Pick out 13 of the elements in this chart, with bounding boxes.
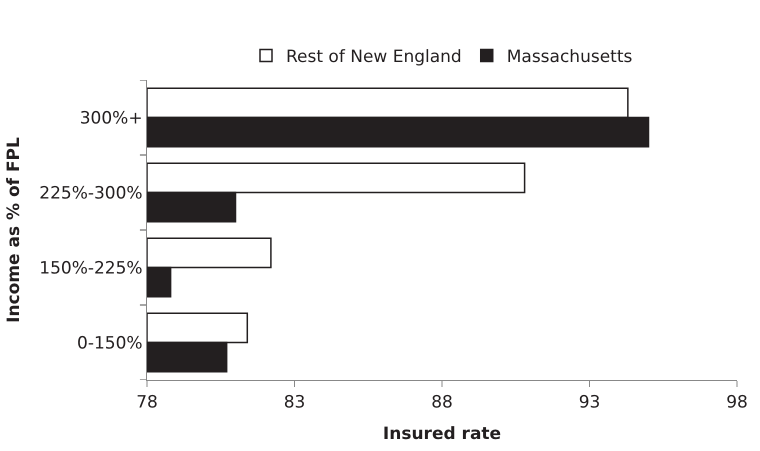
x-tick-label: 88	[431, 392, 453, 412]
y-tick-label: 0-150%	[77, 333, 143, 354]
y-tick-label: 150%-225%	[39, 258, 143, 278]
legend-label: Massachusetts	[506, 47, 632, 68]
x-axis-title: Insured rate	[382, 424, 502, 444]
x-tick-label: 78	[136, 392, 158, 412]
x-tick-label: 93	[578, 392, 600, 412]
y-tick-label: 225%-300%	[39, 183, 143, 204]
legend-label: Rest of New England	[286, 47, 462, 68]
y-tick-label: 300%+	[80, 108, 143, 128]
y-axis-title: Income as % of FPL	[4, 136, 24, 323]
x-tick-label: 98	[726, 392, 748, 412]
x-tick-label: 83	[284, 392, 306, 412]
